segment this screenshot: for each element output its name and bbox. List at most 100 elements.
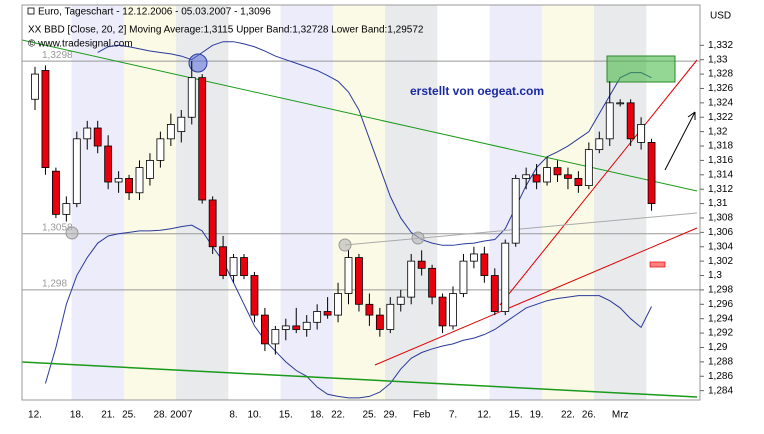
trend-line (374, 227, 698, 366)
stripe (322, 5, 334, 400)
trend-line (22, 361, 698, 398)
candle-body (522, 174, 531, 179)
drawings (22, 39, 698, 398)
stripe (437, 5, 449, 400)
candle-body (187, 77, 196, 118)
candle-body (313, 311, 322, 323)
candle-body (198, 77, 207, 201)
x-tick-label: 26. (582, 410, 596, 421)
x-tick-label: Mrz (612, 410, 629, 421)
candle-body (250, 275, 259, 316)
candle-body (135, 167, 144, 194)
y-tick-label: 1,298 (708, 285, 733, 296)
stripe (82, 5, 93, 400)
candle-body (584, 149, 593, 186)
y-tick-label: 1,292 (708, 328, 733, 339)
stripe (531, 5, 543, 400)
x-tick-label: 22. (331, 410, 345, 421)
stripe (280, 5, 292, 400)
stripe (562, 5, 574, 400)
stripe (40, 5, 52, 400)
stripe (405, 5, 417, 400)
annotation: erstellt von oegeat.com (410, 84, 544, 98)
candle-body (229, 257, 238, 276)
y-tick-label: 1,31 (708, 198, 728, 209)
arrow (664, 111, 696, 171)
candle-body (407, 260, 416, 298)
y-tick-label: 1,318 (708, 141, 733, 152)
candle-body (344, 257, 353, 294)
candle-body (438, 296, 447, 327)
target-box (606, 55, 676, 83)
stripe (176, 5, 188, 400)
candle-body (595, 138, 604, 151)
stripe (29, 5, 41, 400)
candles (31, 61, 656, 355)
band-line (44, 224, 652, 399)
stripe (573, 5, 585, 400)
x-tick-label: 15. (279, 410, 293, 421)
stripe (134, 5, 146, 400)
background-stripes (29, 5, 700, 400)
stripe (332, 5, 344, 400)
y-tick-label: 1,308 (708, 213, 733, 224)
x-tick-label: 29. (383, 410, 397, 421)
stripe (291, 5, 302, 400)
candle-body (271, 329, 280, 345)
stripe (395, 5, 407, 400)
marker-circle (188, 53, 208, 73)
x-tick-label: 12. (28, 410, 42, 421)
y-tick-label: 1,286 (708, 371, 733, 382)
stripe (458, 5, 470, 400)
x-tick-label: 2007 (170, 410, 193, 421)
stripe (165, 5, 177, 400)
candle-body (396, 296, 405, 305)
candle-body (417, 260, 426, 269)
x-tick-label: 8. (229, 410, 237, 421)
stripe (364, 5, 376, 400)
stripe (249, 5, 261, 400)
candle-body (334, 293, 342, 316)
x-tick-label: 15. (509, 410, 523, 421)
stripe (541, 5, 553, 400)
y-tick-label: 1,326 (708, 83, 733, 94)
candle-body (469, 253, 478, 262)
stripe (238, 5, 250, 400)
y-tick-label: 1,332 (708, 40, 733, 51)
y-tick-label: 1,324 (708, 97, 733, 108)
stripe (625, 5, 637, 400)
source: © www.tradesignal.com (28, 39, 133, 50)
trend-line (499, 59, 698, 306)
stripe (144, 5, 156, 400)
y-tick-label: 1,304 (708, 241, 733, 252)
candle-body (386, 303, 395, 330)
candle-body (605, 102, 614, 140)
stripe (343, 5, 355, 400)
candle-body (219, 246, 228, 276)
candle-body (616, 102, 625, 105)
stripe (270, 5, 282, 400)
level-label: 1,3058 (42, 222, 73, 233)
stripe (594, 5, 606, 400)
y-tick-label: 1,312 (708, 184, 733, 195)
candle-body (146, 160, 154, 179)
y-tick-label: 1,316 (708, 155, 733, 166)
stripe (353, 5, 365, 400)
y-tick-label: 1,284 (708, 385, 733, 396)
x-tick-label: 19. (530, 410, 544, 421)
candle-body (626, 102, 635, 140)
stripe (217, 5, 229, 400)
candle-body (240, 257, 248, 276)
candle-body (532, 174, 541, 183)
candle-body (564, 174, 572, 179)
candle-body (292, 325, 301, 330)
stripe (155, 5, 167, 400)
stripe (123, 5, 135, 400)
candle-body (125, 177, 133, 194)
candle-body (543, 167, 551, 183)
candle-body (501, 242, 510, 312)
x-tick-label: 10. (247, 410, 261, 421)
x-tick-label: 7. (449, 410, 457, 421)
